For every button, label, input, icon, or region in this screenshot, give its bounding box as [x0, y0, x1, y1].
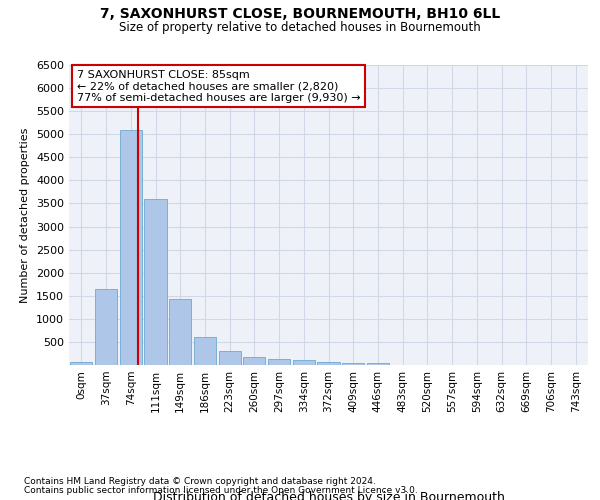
Bar [169, 300, 191, 365]
Text: Size of property relative to detached houses in Bournemouth: Size of property relative to detached ho… [119, 21, 481, 34]
Text: 7, SAXONHURST CLOSE, BOURNEMOUTH, BH10 6LL: 7, SAXONHURST CLOSE, BOURNEMOUTH, BH10 6… [100, 8, 500, 22]
Text: 7 SAXONHURST CLOSE: 85sqm
← 22% of detached houses are smaller (2,820)
77% of se: 7 SAXONHURST CLOSE: 85sqm ← 22% of detac… [77, 70, 361, 102]
Bar [367, 363, 389, 365]
Text: Contains public sector information licensed under the Open Government Licence v3: Contains public sector information licen… [24, 486, 418, 495]
Bar [70, 362, 92, 365]
Bar [268, 359, 290, 365]
Bar [145, 199, 167, 365]
Bar [218, 350, 241, 365]
Bar [342, 363, 364, 365]
Bar [317, 362, 340, 365]
Bar [243, 358, 265, 365]
Text: Contains HM Land Registry data © Crown copyright and database right 2024.: Contains HM Land Registry data © Crown c… [24, 477, 376, 486]
Text: Distribution of detached houses by size in Bournemouth: Distribution of detached houses by size … [152, 491, 505, 500]
Bar [119, 130, 142, 365]
Bar [95, 289, 117, 365]
Bar [194, 338, 216, 365]
Y-axis label: Number of detached properties: Number of detached properties [20, 128, 31, 302]
Bar [293, 360, 315, 365]
